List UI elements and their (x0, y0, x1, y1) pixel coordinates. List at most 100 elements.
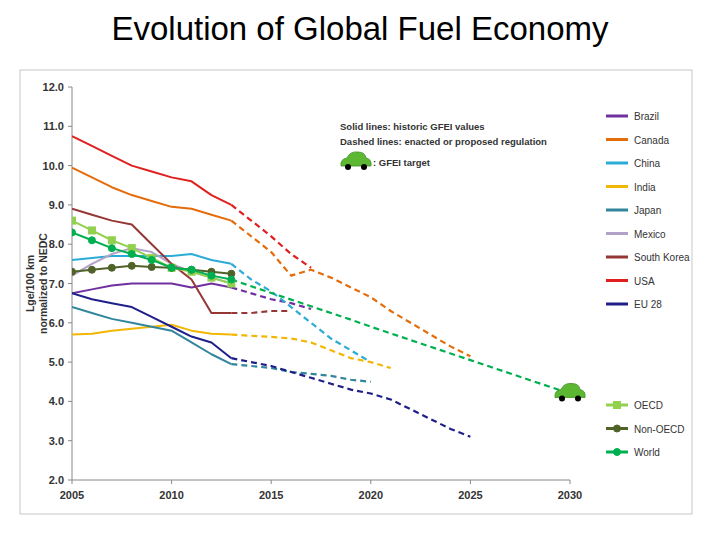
x-axis (72, 480, 570, 481)
legend-swatch (606, 279, 628, 282)
annotation: Dashed lines: enacted or proposed regula… (340, 136, 547, 147)
series-marker (148, 256, 155, 263)
target-label: : GFEI target (373, 157, 431, 168)
y-tick-label: 10.0 (43, 160, 64, 172)
legend-swatch (606, 162, 628, 165)
series-line (231, 287, 311, 309)
y-tick (68, 440, 72, 441)
series-line (231, 364, 370, 382)
x-tick (370, 480, 371, 484)
legend-swatch (606, 138, 628, 141)
y-tick-label: 8.0 (49, 238, 64, 250)
car-wheel (345, 164, 351, 170)
target-marker (555, 383, 585, 401)
series-marker (208, 272, 215, 279)
y-tick (68, 87, 72, 88)
title: Evolution of Global Fuel Economy (111, 10, 609, 47)
series-line (231, 205, 311, 268)
legend-swatch (606, 232, 628, 235)
y-tick-label: 5.0 (49, 356, 64, 368)
series-marker (168, 264, 175, 271)
y-axis-label: Lge/100 km (24, 255, 36, 312)
legend-label: EU 28 (634, 299, 662, 310)
x-tick-label: 2005 (60, 489, 84, 501)
series-line (231, 264, 370, 362)
series-marker (72, 217, 76, 224)
legend-swatch (606, 256, 628, 259)
x-tick-label: 2010 (159, 489, 183, 501)
car-body (555, 383, 585, 397)
legend-label: Brazil (634, 111, 659, 122)
x-tick-label: 2025 (458, 489, 482, 501)
car-wheel (361, 164, 367, 170)
legend-label: Non-OECD (634, 424, 685, 435)
series-marker (72, 268, 76, 275)
y-tick (68, 204, 72, 205)
series-line (72, 293, 231, 358)
chart: Evolution of Global Fuel Economy 2.0 3.0 4.… (0, 0, 720, 540)
series-line (231, 311, 291, 313)
y-tick-label: 2.0 (49, 474, 64, 486)
y-tick (68, 480, 72, 481)
legend-swatch (606, 209, 628, 212)
legend-label: Japan (634, 205, 661, 216)
series-line (231, 358, 470, 437)
series-marker (228, 276, 235, 283)
legend-marker (614, 402, 621, 409)
y-tick (68, 244, 72, 245)
series-line (72, 221, 231, 284)
y-tick (68, 401, 72, 402)
series-line (72, 168, 231, 221)
y-tick-label: 4.0 (49, 395, 64, 407)
legend-label: USA (634, 276, 655, 287)
series-line (231, 280, 570, 394)
y-tick (68, 362, 72, 363)
y-tick (68, 126, 72, 127)
series-marker (88, 227, 95, 234)
target-icon-key (341, 152, 371, 170)
series-marker (72, 229, 76, 236)
x-tick (171, 480, 172, 484)
series-marker (148, 263, 155, 270)
legend-item: Non-OECD (606, 424, 685, 435)
legend-item: EU 28 (606, 299, 662, 310)
legend-item: Canada (606, 135, 669, 146)
legend-label: South Korea (634, 252, 690, 263)
legend-item: China (606, 158, 661, 169)
series-line (72, 284, 231, 294)
chart-frame (20, 70, 692, 514)
legend-label: Mexico (634, 229, 666, 240)
legend-marker (614, 425, 621, 432)
x-tick (271, 480, 272, 484)
legend-item: USA (606, 276, 655, 287)
y-tick (68, 283, 72, 284)
legend-label: China (634, 158, 661, 169)
x-tick (72, 480, 73, 484)
series-marker (108, 245, 115, 252)
legend-item: Brazil (606, 111, 659, 122)
x-tick-label: 2020 (359, 489, 383, 501)
y-tick-label: 9.0 (49, 199, 64, 211)
y-tick-label: 3.0 (49, 435, 64, 447)
x-tick-label: 2015 (259, 489, 283, 501)
legend-swatch (606, 303, 628, 306)
series-line (72, 136, 231, 205)
y-tick (68, 322, 72, 323)
annotation: Solid lines: historic GFEI values (340, 121, 485, 132)
car-body (341, 152, 371, 166)
series-line (72, 209, 231, 313)
series-marker (108, 264, 115, 271)
legend-marker (614, 449, 621, 456)
x-tick (570, 480, 571, 484)
y-tick-label: 11.0 (43, 120, 64, 132)
series-marker (128, 262, 135, 269)
series-marker (188, 266, 195, 273)
legend-label: Canada (634, 135, 669, 146)
y-axis-label: normalized to NEDC (37, 233, 49, 334)
legend-item: Japan (606, 205, 661, 216)
series-marker (128, 251, 135, 258)
x-tick (470, 480, 471, 484)
legend-item: World (606, 447, 660, 458)
series-marker (108, 237, 115, 244)
series-marker (168, 264, 175, 271)
